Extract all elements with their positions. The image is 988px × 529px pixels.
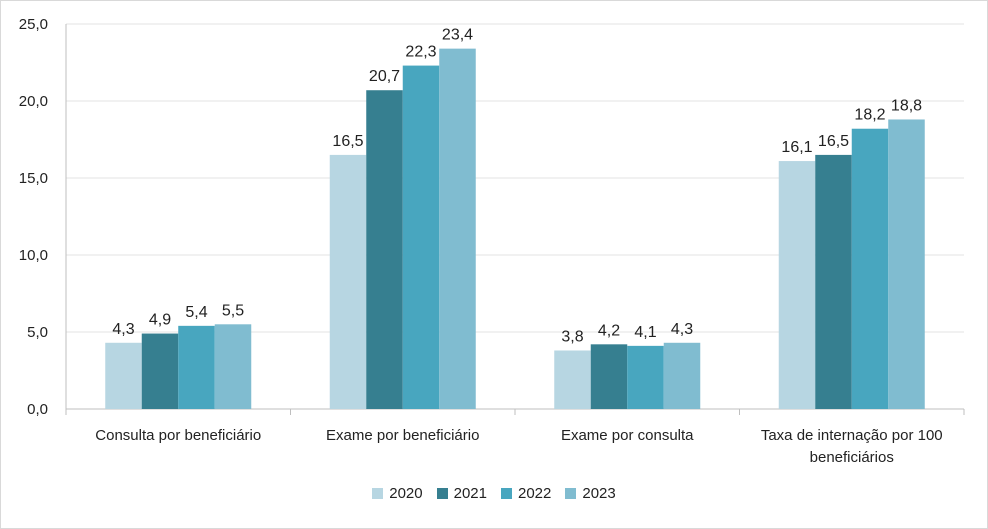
- legend-label: 2023: [582, 485, 616, 502]
- data-label: 16,5: [332, 133, 363, 150]
- legend-swatch: [372, 488, 384, 499]
- category-label: Exame por beneficiário: [326, 427, 479, 444]
- bar-2022: [178, 325, 215, 409]
- data-label: 3,8: [561, 328, 583, 345]
- legend-swatch: [565, 488, 577, 499]
- y-tick-label: 5,0: [27, 324, 48, 341]
- bar-2020: [554, 350, 591, 409]
- data-label: 4,2: [598, 322, 620, 339]
- y-tick-label: 15,0: [19, 170, 48, 187]
- bar-2021: [141, 333, 179, 409]
- legend-label: 2021: [453, 485, 487, 502]
- legend-item-2020: 2020: [372, 485, 423, 502]
- data-label: 22,3: [405, 44, 436, 61]
- data-label: 16,5: [818, 133, 849, 150]
- bar-2021: [366, 90, 403, 409]
- data-label: 4,1: [634, 324, 656, 341]
- bar-2023: [888, 119, 925, 409]
- category-label: Exame por consulta: [561, 427, 694, 444]
- bar-2022: [851, 128, 889, 409]
- data-label: 18,8: [891, 97, 922, 114]
- data-label: 20,7: [369, 68, 400, 85]
- bar-2020: [778, 161, 816, 409]
- bar-2021: [590, 344, 628, 409]
- y-tick-label: 20,0: [19, 93, 48, 110]
- bar-2022: [627, 345, 664, 409]
- bar-2020: [329, 154, 367, 409]
- legend-item-2022: 2022: [501, 485, 551, 502]
- legend-label: 2020: [389, 485, 423, 502]
- category-label: Consulta por beneficiário: [95, 427, 261, 444]
- legend-swatch: [501, 488, 512, 499]
- category-label: beneficiários: [810, 449, 894, 466]
- bar-2022: [402, 65, 440, 409]
- data-label: 5,4: [185, 304, 207, 321]
- data-label: 4,3: [112, 321, 134, 338]
- bar-2021: [815, 154, 852, 409]
- bar-2023: [663, 342, 701, 409]
- data-label: 5,5: [222, 302, 244, 319]
- y-tick-label: 0,0: [27, 401, 48, 418]
- data-label: 23,4: [442, 27, 473, 44]
- legend-item-2023: 2023: [565, 485, 616, 502]
- chart-legend: 2020 2021 2022 2023: [0, 485, 988, 502]
- data-label: 4,3: [671, 321, 693, 338]
- legend-item-2021: 2021: [436, 485, 487, 502]
- category-label: Taxa de internação por 100: [761, 427, 943, 444]
- bar-2020: [105, 342, 142, 409]
- legend-swatch: [436, 488, 448, 499]
- bar-2023: [214, 324, 252, 409]
- y-tick-label: 10,0: [19, 247, 48, 264]
- legend-label: 2022: [518, 485, 552, 502]
- y-tick-label: 25,0: [19, 16, 48, 33]
- bar-2023: [439, 48, 476, 409]
- data-label: 16,1: [781, 139, 812, 156]
- data-label: 4,9: [149, 312, 171, 329]
- data-label: 18,2: [854, 107, 885, 124]
